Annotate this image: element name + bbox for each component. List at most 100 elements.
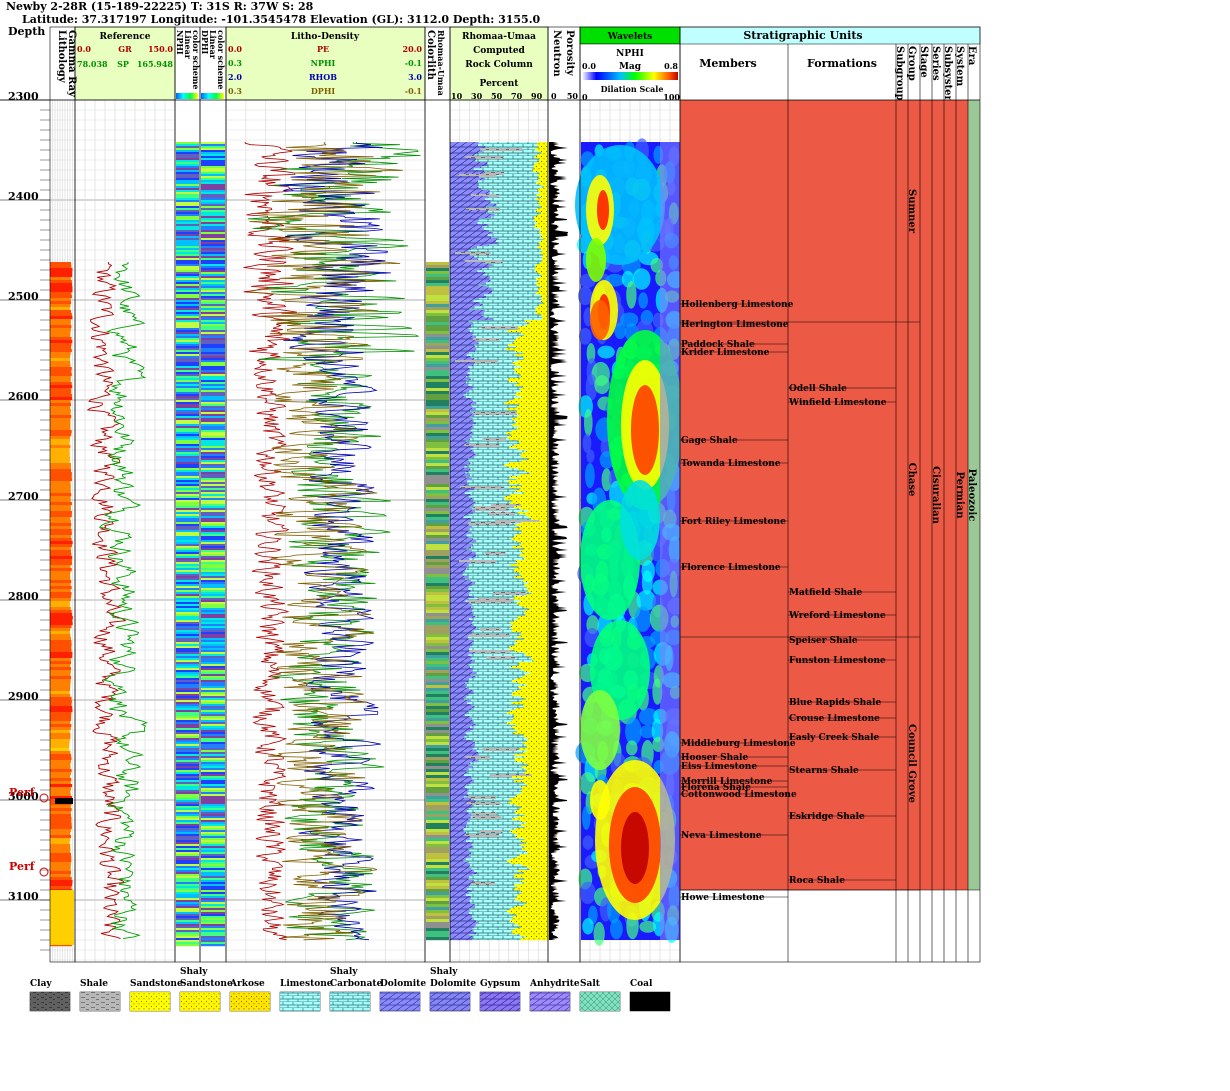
gamma-ray-fill [50,436,71,440]
colorlith-band [426,460,449,464]
gamma-ray-fill [50,298,71,302]
colorlith-band [426,763,449,767]
sandstone-fill [524,612,548,615]
gamma-ray-fill [50,268,73,272]
sandstone-fill [514,444,548,447]
dolomite-fill [450,592,470,595]
dphi-color-band [201,270,225,273]
nphi-scheme-bar [176,93,198,99]
gamma-ray-fill [50,340,73,344]
dphi-color-band [201,368,225,371]
nphi-color-band [176,764,199,767]
dphi-color-band [201,904,225,907]
colorlith-band [426,361,449,365]
dphi-color-band [201,434,225,437]
sandstone-fill [527,750,548,753]
dolomite-fill [450,860,464,863]
sandstone-fill [517,448,548,451]
nphi-color-band [176,292,199,295]
nphi-color-band [176,500,199,503]
sandstone-fill [523,706,548,709]
colorlith-band [426,928,449,932]
colorlith-band [426,586,449,590]
strat-units-title: Stratigraphic Units [743,29,862,42]
dolomite-fill [450,404,471,407]
dphi-color-band [201,164,225,167]
colorlith-band [426,544,449,548]
dphi-color-band [201,722,225,725]
dolomite-fill [450,514,468,517]
gamma-ray-fill [50,763,71,767]
sandstone-fill [518,664,548,667]
well-location: Latitude: 37.317197 Longitude: -101.3545… [22,13,541,26]
nphi-color-track [176,142,199,947]
sandstone-fill [521,456,548,459]
sandstone-fill [523,334,548,337]
dolomite-fill [450,476,466,479]
dolomite-fill [450,230,489,233]
gamma-ray-fill [50,409,71,413]
dolomite-fill [450,242,499,245]
dolomite-fill [450,312,484,315]
legend-label: Sandstone [130,979,183,989]
nphi-color-band [176,652,199,655]
dphi-color-band [201,776,225,779]
nphi-color-band [176,424,199,427]
nphi-color-band [176,282,199,285]
nphi-color-band [176,700,199,703]
dphi-color-band [201,654,225,657]
member-label: Howe Limestone [681,893,765,903]
dphi-color-band [201,424,225,427]
gamma-ray-fill [50,400,71,404]
nphi-color-band [176,216,199,219]
nphi-color-band [176,614,199,617]
colorlith-band [426,889,449,893]
dphi-color-band [201,896,225,899]
colorlith-band [426,385,449,389]
sandstone-fill [515,338,548,341]
dolomite-fill [450,620,473,623]
sandstone-fill [517,360,548,363]
sandstone-fill [516,794,548,797]
sandstone-fill [516,540,548,543]
sandstone-fill [538,176,548,179]
dolomite-fill [450,914,473,917]
sandstone-fill [514,596,548,599]
nphi-color-band [176,390,199,393]
wavelet-cell [593,921,605,946]
dolomite-fill [450,624,474,627]
sandstone-fill [524,652,548,655]
dolomite-fill [450,662,472,665]
gamma-ray-fill [50,364,71,368]
dolomite-fill [450,862,469,865]
gamma-ray-fill [50,385,73,389]
dolomite-fill [450,188,482,191]
dolomite-fill [450,770,467,773]
dphi-color-band [201,384,225,387]
sandstone-fill [520,366,548,369]
dphi-color-band [201,290,225,293]
nphi-color-band [176,372,199,375]
formation-label: Funston Limestone [789,656,886,666]
dphi-color-band [201,696,225,699]
gamma-ray-fill [50,619,73,623]
depth-tick-label: 3100 [8,890,39,903]
dphi-color-band [201,260,225,263]
gamma-ray-fill [50,352,71,356]
nphi-color-band [176,816,199,819]
member-label: Gage Shale [681,436,738,446]
dphi-color-band [201,214,225,217]
dolomite-fill [450,316,485,319]
wavelet-cell [582,918,594,935]
sandstone-fill [517,886,548,889]
nphi-color-band [176,678,199,681]
dphi-color-band [201,786,225,789]
depth-tick-label: 2900 [8,690,39,703]
formation-label: Easly Creek Shale [789,733,880,743]
gamma-ray-fill [50,490,71,494]
colorlith-band [426,412,449,416]
nphi-color-band [176,888,199,891]
wavelet-cell [639,725,656,739]
nphi-color-band [176,314,199,317]
gamma-ray-fill [50,766,71,770]
